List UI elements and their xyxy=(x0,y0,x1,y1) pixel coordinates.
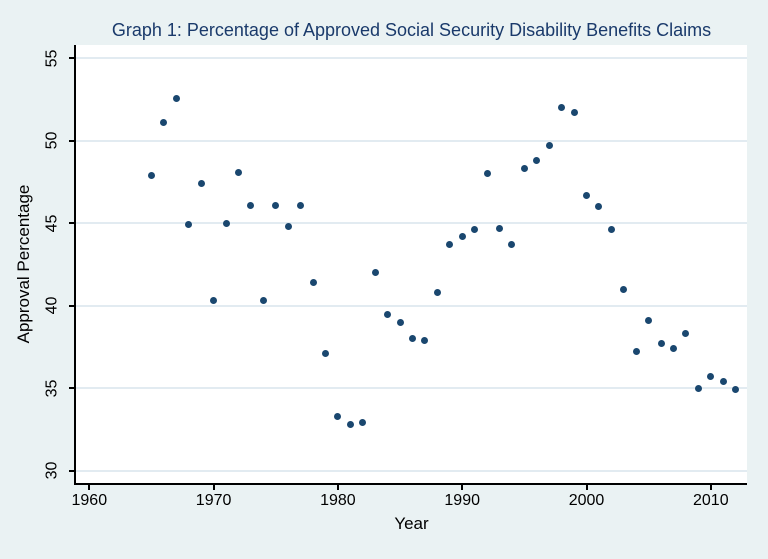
data-point-1972 xyxy=(234,168,242,176)
h-gridline-35 xyxy=(76,387,747,390)
data-point-1974 xyxy=(259,297,267,305)
x-tick-1970 xyxy=(212,483,215,490)
y-tick-label-35: 35 xyxy=(43,379,61,398)
data-point-2003 xyxy=(620,285,628,293)
data-point-1992 xyxy=(483,170,491,178)
x-tick-label-2000: 2000 xyxy=(568,492,605,509)
x-tick-1980 xyxy=(336,483,339,490)
x-tick-1960 xyxy=(88,483,91,490)
y-tick-label-45: 45 xyxy=(43,214,61,233)
data-point-1997 xyxy=(545,142,553,150)
data-point-1971 xyxy=(222,219,230,227)
data-point-1966 xyxy=(160,119,168,127)
x-tick-2010 xyxy=(709,483,712,490)
y-axis-title: Approval Percentage xyxy=(14,184,33,344)
data-point-2012 xyxy=(732,386,740,394)
data-point-1988 xyxy=(433,289,441,297)
data-point-1982 xyxy=(359,419,367,427)
y-tick-45 xyxy=(69,222,76,225)
data-point-1981 xyxy=(346,421,354,429)
data-point-1986 xyxy=(408,335,416,343)
data-point-1987 xyxy=(421,336,429,344)
chart-title: Graph 1: Percentage of Approved Social S… xyxy=(111,20,712,40)
y-tick-55 xyxy=(69,57,76,60)
data-point-2000 xyxy=(583,191,590,199)
data-point-1985 xyxy=(396,318,404,326)
data-point-2007 xyxy=(670,345,677,353)
data-point-1965 xyxy=(147,172,155,180)
data-point-1969 xyxy=(197,180,205,188)
data-point-1967 xyxy=(172,94,180,102)
data-point-1989 xyxy=(446,241,454,249)
data-point-1977 xyxy=(297,201,305,209)
y-tick-50 xyxy=(69,139,76,142)
y-tick-40 xyxy=(69,304,76,307)
data-point-1979 xyxy=(321,350,329,358)
data-point-1984 xyxy=(384,310,392,318)
x-tick-label-1960: 1960 xyxy=(71,492,108,509)
data-point-2004 xyxy=(632,348,640,356)
data-point-1980 xyxy=(334,412,342,420)
data-point-1999 xyxy=(570,109,578,117)
x-tick-label-1980: 1980 xyxy=(320,492,356,509)
data-point-1993 xyxy=(495,224,503,232)
data-point-1976 xyxy=(284,223,292,231)
data-point-2009 xyxy=(694,384,702,392)
data-point-1995 xyxy=(520,165,528,173)
data-point-2006 xyxy=(657,340,665,348)
data-point-1983 xyxy=(371,269,379,277)
h-gridline-45 xyxy=(76,222,747,225)
h-gridline-40 xyxy=(76,304,747,307)
y-tick-30 xyxy=(69,469,76,472)
h-gridline-50 xyxy=(76,139,747,142)
data-point-1975 xyxy=(272,201,280,209)
data-point-1990 xyxy=(458,233,466,241)
y-tick-35 xyxy=(69,387,76,390)
data-point-2010 xyxy=(707,373,715,381)
data-point-1998 xyxy=(558,104,566,112)
data-point-2005 xyxy=(645,317,653,325)
x-axis-title: Year xyxy=(394,514,429,533)
data-point-1970 xyxy=(210,297,218,305)
data-point-1996 xyxy=(533,157,541,165)
data-point-2011 xyxy=(719,378,727,386)
y-tick-label-50: 50 xyxy=(43,132,61,150)
x-tick-label-1970: 1970 xyxy=(195,492,232,509)
h-gridline-55 xyxy=(76,57,747,60)
x-tick-label-1990: 1990 xyxy=(444,492,480,509)
x-tick-2000 xyxy=(585,483,588,490)
y-tick-label-30: 30 xyxy=(43,461,61,480)
x-tick-label-2010: 2010 xyxy=(693,492,729,509)
data-point-1978 xyxy=(309,279,317,287)
y-tick-label-40: 40 xyxy=(43,296,61,315)
data-point-2008 xyxy=(682,330,690,338)
y-tick-label-55: 55 xyxy=(43,49,61,68)
data-point-1968 xyxy=(185,221,193,229)
data-point-2002 xyxy=(607,226,615,234)
x-tick-1990 xyxy=(461,483,464,490)
data-point-1994 xyxy=(508,241,516,249)
plot-area xyxy=(74,45,747,485)
data-point-2001 xyxy=(595,203,603,211)
data-point-1991 xyxy=(471,226,479,234)
h-gridline-30 xyxy=(76,469,747,472)
data-point-1973 xyxy=(247,201,255,209)
